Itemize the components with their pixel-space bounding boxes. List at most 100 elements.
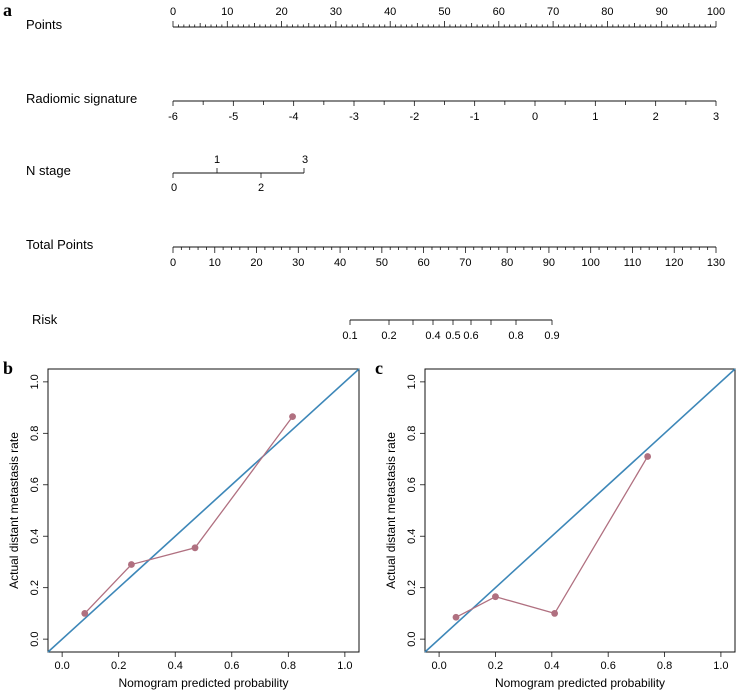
y-tick-label: 0.0	[29, 631, 41, 646]
n-stage-tick-label: 3	[302, 154, 308, 166]
radiomic-signature-tick-label: -3	[349, 111, 359, 123]
y-tick-label: 0.8	[406, 426, 418, 441]
y-tick-label: 0.4	[29, 529, 41, 544]
y-tick-label: 0.6	[29, 477, 41, 492]
calibration-point	[81, 610, 89, 617]
total-points-tick-label: 30	[292, 257, 304, 269]
points-tick-label: 50	[438, 6, 450, 18]
points-tick-label: 60	[493, 6, 505, 18]
radiomic-signature-tick-label: 1	[592, 111, 598, 123]
y-axis-title: Actual distant metastasis rate	[384, 432, 398, 589]
calibration-point	[289, 413, 296, 420]
scale-label-points: Points	[26, 17, 63, 32]
y-tick-label: 0.2	[406, 580, 418, 595]
x-tick-label: 1.0	[337, 660, 352, 672]
calibration-line	[84, 416, 294, 614]
scale-label-radiomic-signature: Radiomic signature	[26, 91, 137, 106]
x-axis-title: Nomogram predicted probability	[495, 676, 665, 690]
x-tick-label: 0.2	[111, 660, 126, 672]
y-axis-title: Actual distant metastasis rate	[7, 432, 21, 589]
y-tick-label: 1.0	[406, 374, 418, 389]
y-tick-label: 0.0	[406, 631, 418, 646]
calibration-plot-b: 0.0 0.2 0.4 0.6 0.8 1.0 0.0 0.2 0.4 0.6 0.8 1.0 Nomo…	[7, 368, 360, 690]
total-points-tick-label: 130	[707, 257, 725, 269]
radiomic-signature-tick-label: 0	[532, 111, 538, 123]
panel-label-c: c	[375, 358, 383, 378]
total-points-tick-label: 60	[417, 257, 429, 269]
y-tick-label: 0.2	[29, 580, 41, 595]
panel-label-b: b	[3, 358, 13, 378]
points-tick-label: 100	[707, 6, 725, 18]
n-stage-tick-label: 1	[214, 154, 220, 166]
calibration-point	[492, 593, 499, 601]
points-tick-label: 80	[601, 6, 613, 18]
x-tick-label: 0.6	[224, 660, 239, 672]
total-points-tick-label: 110	[624, 257, 642, 269]
x-tick-label: 0.2	[488, 660, 503, 672]
points-tick-label: 0	[170, 6, 176, 18]
panel-label-a: a	[3, 0, 12, 20]
total-points-tick-label: 50	[376, 257, 388, 269]
x-axis-title: Nomogram predicted probability	[118, 676, 288, 690]
scale-label-risk: Risk	[32, 312, 58, 327]
radiomic-signature-tick-label: -6	[168, 111, 178, 123]
risk-tick-label: 0.2	[381, 330, 396, 342]
risk-tick-label: 0.8	[508, 330, 523, 342]
plot-frame	[424, 368, 736, 653]
calibration-point	[452, 613, 460, 621]
total-points-tick-label: 80	[501, 257, 513, 269]
radiomic-signature-tick-label: -4	[289, 111, 299, 123]
total-points-tick-label: 100	[582, 257, 600, 269]
total-points-tick-label: 10	[209, 257, 221, 269]
points-tick-label: 40	[384, 6, 396, 18]
points-tick-label: 20	[275, 6, 287, 18]
total-points-tick-label: 70	[459, 257, 471, 269]
radiomic-signature-tick-label: -5	[228, 111, 238, 123]
total-points-tick-label: 40	[334, 257, 346, 269]
n-stage-tick-label: 2	[258, 182, 264, 194]
calibration-point	[551, 610, 559, 617]
points-tick-label: 70	[547, 6, 559, 18]
ideal-reference-line	[424, 368, 736, 653]
calibration-point	[191, 544, 199, 552]
x-tick-label: 1.0	[713, 660, 728, 672]
radiomic-signature-tick-label: 2	[653, 111, 659, 123]
total-points-tick-label: 120	[665, 257, 683, 269]
x-tick-label: 0.4	[168, 660, 183, 672]
ideal-reference-line	[47, 368, 360, 653]
x-tick-label: 0.0	[431, 660, 446, 672]
radiomic-signature-tick-label: 3	[713, 111, 719, 123]
n-stage-tick-label: 0	[171, 182, 177, 194]
calibration-plot-c: 0.0 0.2 0.4 0.6 0.8 1.0 0.0 0.2 0.4 0.6 0.8 1.0 Nomo…	[384, 368, 736, 690]
y-tick-label: 0.8	[29, 426, 41, 441]
total-points-tick-label: 90	[543, 257, 555, 269]
scale-label-total-points: Total Points	[26, 237, 94, 252]
calibration-point	[644, 453, 652, 460]
risk-tick-label: 0.9	[544, 330, 559, 342]
risk-tick-label: 0.6	[463, 330, 478, 342]
risk-tick-label: 0.4	[425, 330, 440, 342]
points-tick-label: 90	[656, 6, 668, 18]
points-tick-label: 30	[330, 6, 342, 18]
x-tick-label: 0.4	[544, 660, 559, 672]
scale-label-n-stage: N stage	[26, 163, 71, 178]
y-tick-label: 1.0	[29, 374, 41, 389]
x-tick-label: 0.8	[657, 660, 672, 672]
y-tick-label: 0.6	[406, 477, 418, 492]
radiomic-signature-tick-label: -1	[470, 111, 480, 123]
risk-tick-label: 0.1	[342, 330, 357, 342]
radiomic-signature-tick-label: -2	[409, 111, 419, 123]
x-tick-label: 0.8	[281, 660, 296, 672]
x-tick-label: 0.0	[54, 660, 69, 672]
total-points-tick-label: 0	[170, 257, 176, 269]
calibration-line	[455, 456, 649, 618]
calibration-point	[128, 561, 135, 568]
plot-frame	[47, 368, 360, 653]
x-tick-label: 0.6	[601, 660, 616, 672]
y-tick-label: 0.4	[406, 529, 418, 544]
risk-tick-label: 0.5	[445, 330, 460, 342]
total-points-tick-label: 20	[250, 257, 262, 269]
points-tick-label: 10	[221, 6, 233, 18]
